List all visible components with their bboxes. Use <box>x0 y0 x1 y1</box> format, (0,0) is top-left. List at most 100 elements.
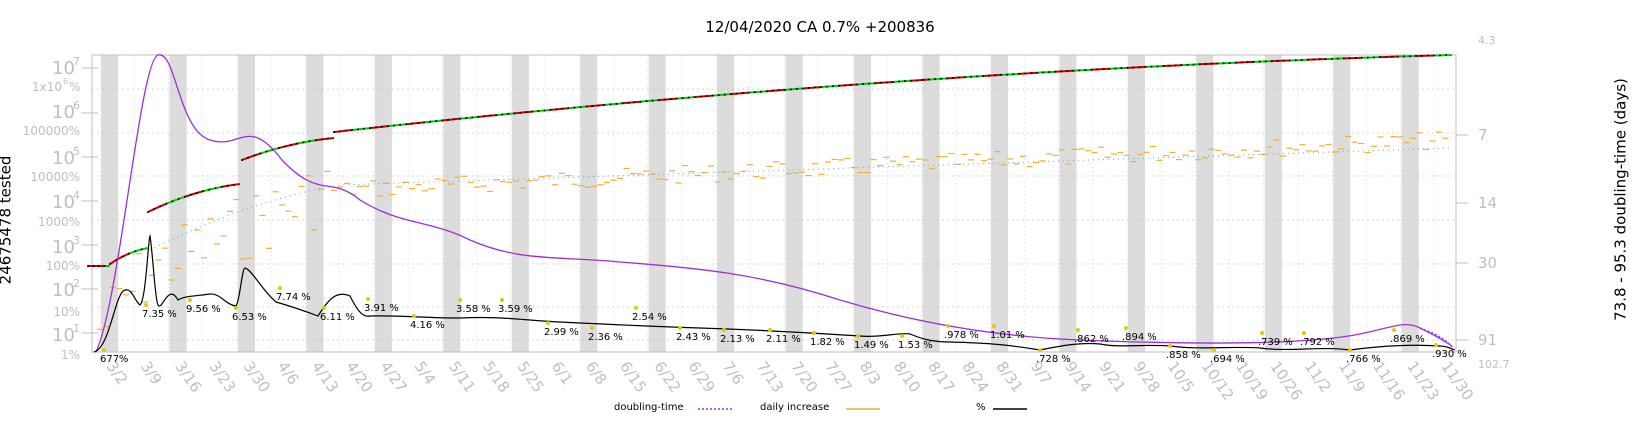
y-left-tick-label: 10 <box>52 280 75 301</box>
tested-point <box>290 143 293 146</box>
pct-annotation-dot <box>1434 343 1438 347</box>
tested-point <box>1330 57 1333 60</box>
tested-point <box>789 88 792 91</box>
tested-point <box>339 130 342 133</box>
pct-annotation-dot <box>812 331 816 335</box>
tested-segment <box>339 129 347 133</box>
pct-annotation-label: 1.01 <box>990 330 1012 341</box>
tested-point <box>747 91 750 94</box>
tested-point <box>1378 56 1381 59</box>
pct-annotation-unit: % <box>1283 337 1293 348</box>
pct-annotation-unit: % <box>1457 349 1467 360</box>
tested-segment <box>363 127 371 130</box>
pct-annotation-dot <box>856 334 860 338</box>
pct-annotation-unit: % <box>167 309 177 320</box>
pct-annotation-dot <box>366 297 370 301</box>
tested-point <box>964 76 967 79</box>
tested-point <box>302 141 305 144</box>
pct-annotation-label: .766 <box>1346 354 1368 365</box>
y-left-tick-label: 10 <box>52 325 75 346</box>
tested-segment <box>303 140 310 144</box>
pct-annotation-label: 1.82 <box>810 337 832 348</box>
tested-segment <box>550 108 557 111</box>
pct-annotation-unit: % <box>211 304 221 315</box>
tested-point <box>1318 58 1321 61</box>
tested-segment <box>241 156 249 161</box>
tested-point <box>1354 56 1357 59</box>
pct-annotation-dot <box>1124 326 1128 330</box>
pct-annotation-dot <box>1392 328 1396 332</box>
tested-point <box>1300 58 1303 61</box>
tested-segment <box>196 190 204 194</box>
pct-annotation-unit: % <box>969 330 979 341</box>
tested-segment <box>466 116 473 120</box>
tested-segment <box>159 202 167 208</box>
y-left-extra-tick: 1x10 <box>32 80 62 94</box>
tested-segment <box>260 150 267 155</box>
tested-point <box>333 131 335 133</box>
pct-annotation-unit: % <box>1191 350 1201 361</box>
week-band <box>580 55 598 352</box>
pct-annotation-dot <box>590 326 594 330</box>
tested-segment <box>387 124 395 128</box>
tested-point <box>441 119 444 122</box>
tested-point <box>934 78 937 81</box>
y-left-tick-exponent: 2 <box>73 277 80 290</box>
tested-point <box>226 184 229 187</box>
pct-annotation-dot <box>946 324 950 328</box>
pct-annotation-unit: % <box>923 340 933 351</box>
tested-point <box>98 265 100 267</box>
tested-segment <box>227 183 235 187</box>
tested-segment <box>278 145 286 150</box>
tested-point <box>952 76 955 79</box>
tested-point <box>621 102 624 105</box>
pct-annotation-dot <box>1302 331 1306 335</box>
week-band <box>1127 55 1145 352</box>
tested-point <box>855 83 858 86</box>
pct-annotation-unit: % <box>1061 354 1071 365</box>
tested-segment <box>628 101 635 104</box>
pct-annotation-label: 1.53 <box>898 340 920 351</box>
tested-point <box>687 96 690 99</box>
pct-annotation-label: 7.35 <box>142 309 164 320</box>
week-band <box>990 55 1009 352</box>
x-tick-label: 10/5 <box>1164 358 1198 396</box>
y-pct-tick-label: 1000% <box>38 215 80 229</box>
tested-point <box>435 120 438 123</box>
tested-point <box>399 123 402 126</box>
y-left-extra-tick-pct: % <box>69 80 80 94</box>
pct-annotation-dot <box>678 326 682 330</box>
tested-point <box>265 150 268 153</box>
tested-point <box>1306 58 1309 61</box>
week-band <box>785 55 803 352</box>
tested-point <box>627 101 630 104</box>
tested-point <box>879 81 882 84</box>
pct-annotation-dot <box>322 306 326 310</box>
tested-point <box>103 265 106 267</box>
tested-point <box>357 128 360 131</box>
tested-segment <box>290 142 298 146</box>
tested-segment <box>502 112 509 116</box>
pct-annotation-dot <box>412 314 416 318</box>
x-tick-label: 9/28 <box>1130 358 1164 396</box>
y-pct-tick-label: 100% <box>46 259 80 273</box>
tested-point <box>1084 69 1087 72</box>
tested-segment <box>646 99 653 103</box>
plot-frame <box>91 54 1457 353</box>
x-tick-label: 9/21 <box>1095 358 1129 396</box>
tested-point <box>202 190 205 193</box>
tested-point <box>928 78 931 81</box>
week-band <box>1333 55 1351 352</box>
tested-segment <box>412 121 419 125</box>
tested-point <box>958 76 961 79</box>
tested-point <box>1264 60 1267 63</box>
tested-segment <box>315 138 322 142</box>
tested-segment <box>184 193 192 198</box>
tested-point <box>922 78 925 81</box>
tested-segment <box>658 98 665 102</box>
tested-point <box>717 94 720 97</box>
tested-point <box>946 77 949 80</box>
y-left-tick-exponent: 1 <box>73 322 80 335</box>
tested-point <box>109 263 111 265</box>
pct-annotation-label: 3.58 <box>456 304 478 315</box>
